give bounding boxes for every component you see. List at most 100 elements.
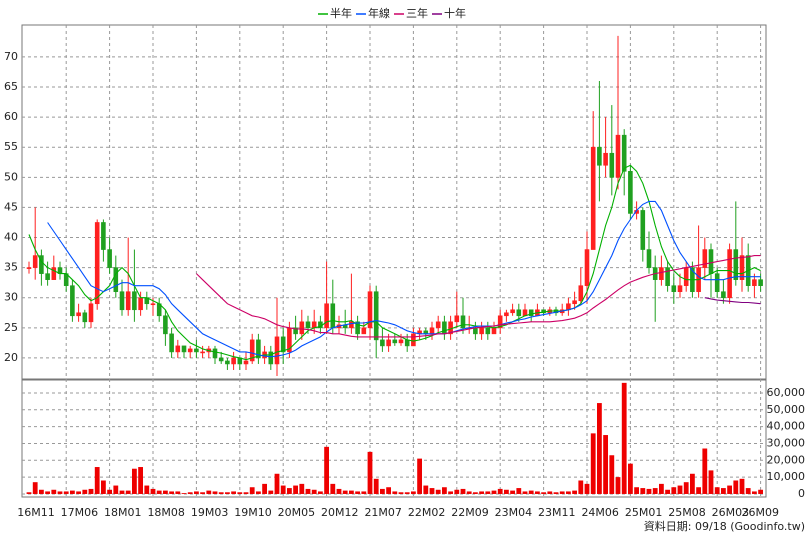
- candle: [125, 237, 131, 316]
- volume-bar: [349, 490, 354, 494]
- volume-bar: [510, 490, 515, 494]
- candle-body: [225, 360, 230, 365]
- candle-body: [45, 273, 50, 280]
- legend-label: 年線: [368, 6, 390, 20]
- ma-line: [28, 164, 761, 361]
- candle: [200, 345, 205, 358]
- volume-bar: [541, 492, 546, 494]
- candle-body: [26, 267, 32, 269]
- volume-bar: [578, 480, 584, 494]
- candle-body: [758, 279, 763, 286]
- volume-bar: [714, 487, 720, 494]
- x-tick-label: 22M02: [408, 506, 446, 519]
- volume-bar: [181, 493, 187, 494]
- candle: [733, 201, 739, 286]
- x-tick-label: 19M10: [234, 506, 272, 519]
- volume-bar: [584, 483, 590, 494]
- candle-body: [280, 336, 286, 353]
- x-tick-label: 16M11: [17, 506, 55, 519]
- candle-body: [479, 327, 484, 335]
- candle-body: [628, 170, 633, 214]
- volume-bar: [175, 491, 181, 494]
- candle-body: [572, 300, 577, 305]
- candle-body: [311, 321, 317, 329]
- candle: [640, 207, 646, 262]
- candle: [187, 345, 193, 358]
- candle: [231, 351, 236, 370]
- y-tick-label: 30: [4, 291, 18, 304]
- candle: [528, 309, 534, 322]
- candle-body: [590, 146, 596, 250]
- volume-bar: [237, 492, 243, 494]
- candle: [249, 333, 255, 364]
- volume-bar: [280, 485, 286, 494]
- candle: [212, 345, 218, 364]
- candle-body: [473, 327, 478, 335]
- volume-bar: [733, 480, 739, 494]
- volume-bar: [194, 491, 199, 494]
- volume-bar: [739, 478, 745, 494]
- legend-label: 半年: [330, 6, 352, 20]
- volume-bar: [646, 488, 652, 494]
- candle: [714, 267, 720, 298]
- volume-bar: [677, 485, 683, 494]
- candle-body: [609, 152, 615, 178]
- candle-body: [231, 357, 236, 365]
- volume-bar: [485, 491, 491, 494]
- candle-body: [305, 321, 311, 329]
- volume-bar: [572, 490, 577, 494]
- volume-bar: [373, 478, 379, 494]
- candle-body: [163, 315, 168, 335]
- candle-body: [615, 134, 621, 178]
- candle: [293, 315, 298, 340]
- candle-body: [243, 360, 249, 365]
- candle-body: [200, 351, 205, 354]
- candle-body: [268, 351, 274, 365]
- volume-bar: [212, 491, 218, 494]
- volume-bar: [423, 485, 429, 494]
- x-tick-label: 25M01: [625, 506, 663, 519]
- volume-bar: [293, 485, 298, 494]
- volume-bar: [225, 492, 230, 494]
- candle-body: [504, 312, 509, 317]
- candle-body: [739, 255, 745, 280]
- candle-body: [442, 321, 447, 335]
- candle: [274, 297, 280, 376]
- volume-bar: [39, 489, 44, 494]
- x-tick-label: 25M08: [668, 506, 706, 519]
- candle-body: [181, 345, 187, 353]
- volume-bar: [429, 488, 435, 494]
- volume-bar: [516, 488, 522, 494]
- y2-tick-label: 10,000: [767, 470, 806, 483]
- volume-bar: [113, 485, 119, 494]
- volume-bar: [628, 463, 633, 494]
- volume-bar: [621, 382, 627, 494]
- volume-bar: [473, 492, 478, 494]
- volume-bar: [479, 491, 484, 494]
- candle: [671, 273, 677, 304]
- candle: [268, 345, 274, 370]
- volume-bar: [132, 468, 137, 494]
- candle: [727, 243, 732, 304]
- candle-body: [330, 303, 336, 329]
- candle: [76, 303, 81, 322]
- volume-bar: [249, 487, 255, 494]
- ma-line: [196, 255, 761, 338]
- volume-bar: [690, 473, 695, 494]
- volume-bar: [169, 491, 174, 494]
- y2-tick-label: 50,000: [767, 403, 806, 416]
- volume-bar: [119, 490, 125, 494]
- x-tick-label: 20M05: [278, 506, 316, 519]
- candle-body: [404, 339, 410, 347]
- volume-bar: [218, 492, 224, 494]
- candle: [45, 261, 50, 286]
- volume-bar: [324, 446, 329, 494]
- candle: [175, 339, 181, 358]
- volume-bar: [392, 491, 398, 494]
- y-tick-label: 45: [4, 200, 18, 213]
- volume-bar: [609, 455, 615, 494]
- candle-body: [497, 315, 503, 329]
- volume-bar: [491, 490, 497, 494]
- y-tick-label: 40: [4, 231, 18, 244]
